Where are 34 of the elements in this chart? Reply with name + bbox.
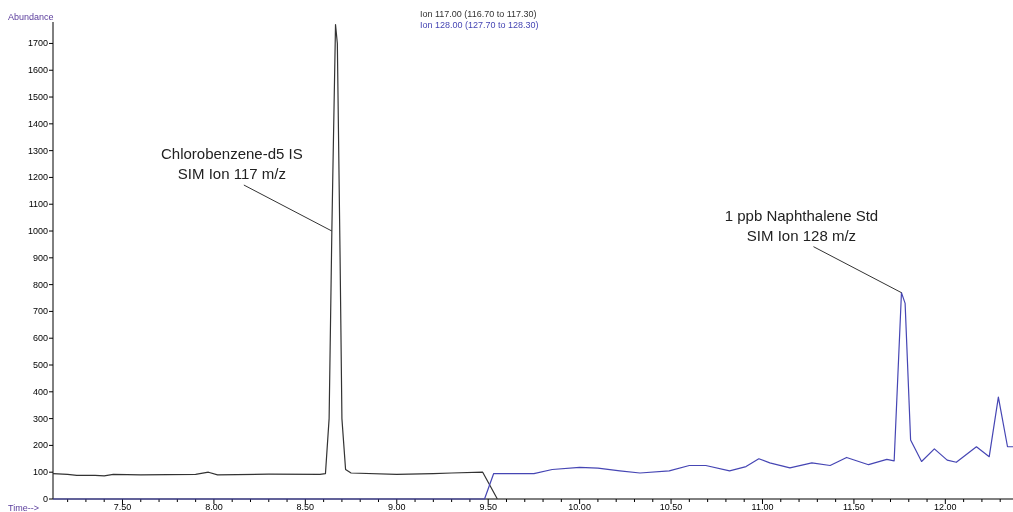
text: Ion 117.00 (116.70 to 117.30): [420, 9, 537, 19]
x-tick-label: 8.00: [205, 502, 223, 512]
x-tick-label: 10.00: [568, 502, 591, 512]
x-tick-label: 12.00: [934, 502, 957, 512]
y-tick-label: 1300: [27, 145, 48, 156]
y-tick-label: 500: [32, 360, 48, 371]
y-tick-label: 1100: [28, 199, 48, 210]
y-tick-label: 1400: [27, 118, 48, 129]
annotation: Chlorobenzene-d5 IS SIM Ion 117 m/z: [160, 145, 303, 183]
x-tick-label: 9.00: [388, 502, 406, 512]
y-tick-label: 400: [32, 386, 48, 397]
y-tick-label: 700: [32, 306, 48, 317]
y-axis-title: Abundance: [8, 12, 54, 22]
x-tick-label: 10.50: [659, 502, 683, 512]
y-tick-label: 1600: [27, 65, 48, 76]
x-tick-label: 7.50: [113, 502, 132, 512]
y-tick-label: 800: [32, 279, 48, 290]
y-tick-label: 600: [32, 333, 48, 344]
x-axis-title: Time-->: [8, 503, 39, 512]
y-tick-label: 100: [32, 467, 48, 478]
y-tick-label: 1500: [27, 92, 48, 103]
y-tick-label: 300: [32, 413, 48, 424]
x-tick-label: 8.50: [296, 502, 315, 512]
annotation: 1 ppb Naphthalene Std SIM Ion 128 m/z: [724, 206, 879, 244]
x-tick-label: 11.50: [842, 502, 865, 512]
y-tick-label: 0: [42, 494, 48, 504]
y-tick-label: 200: [32, 440, 48, 451]
y-tick-label: 900: [32, 252, 48, 263]
y-tick-label: 1200: [27, 172, 48, 183]
text: Ion 128.00 (127.70 to 128.30): [420, 20, 539, 30]
y-tick-label: 1000: [27, 226, 48, 237]
x-tick-label: 9.50: [479, 502, 497, 512]
y-tick-label: 1700: [27, 38, 48, 49]
x-tick-label: 11.00: [751, 502, 774, 512]
